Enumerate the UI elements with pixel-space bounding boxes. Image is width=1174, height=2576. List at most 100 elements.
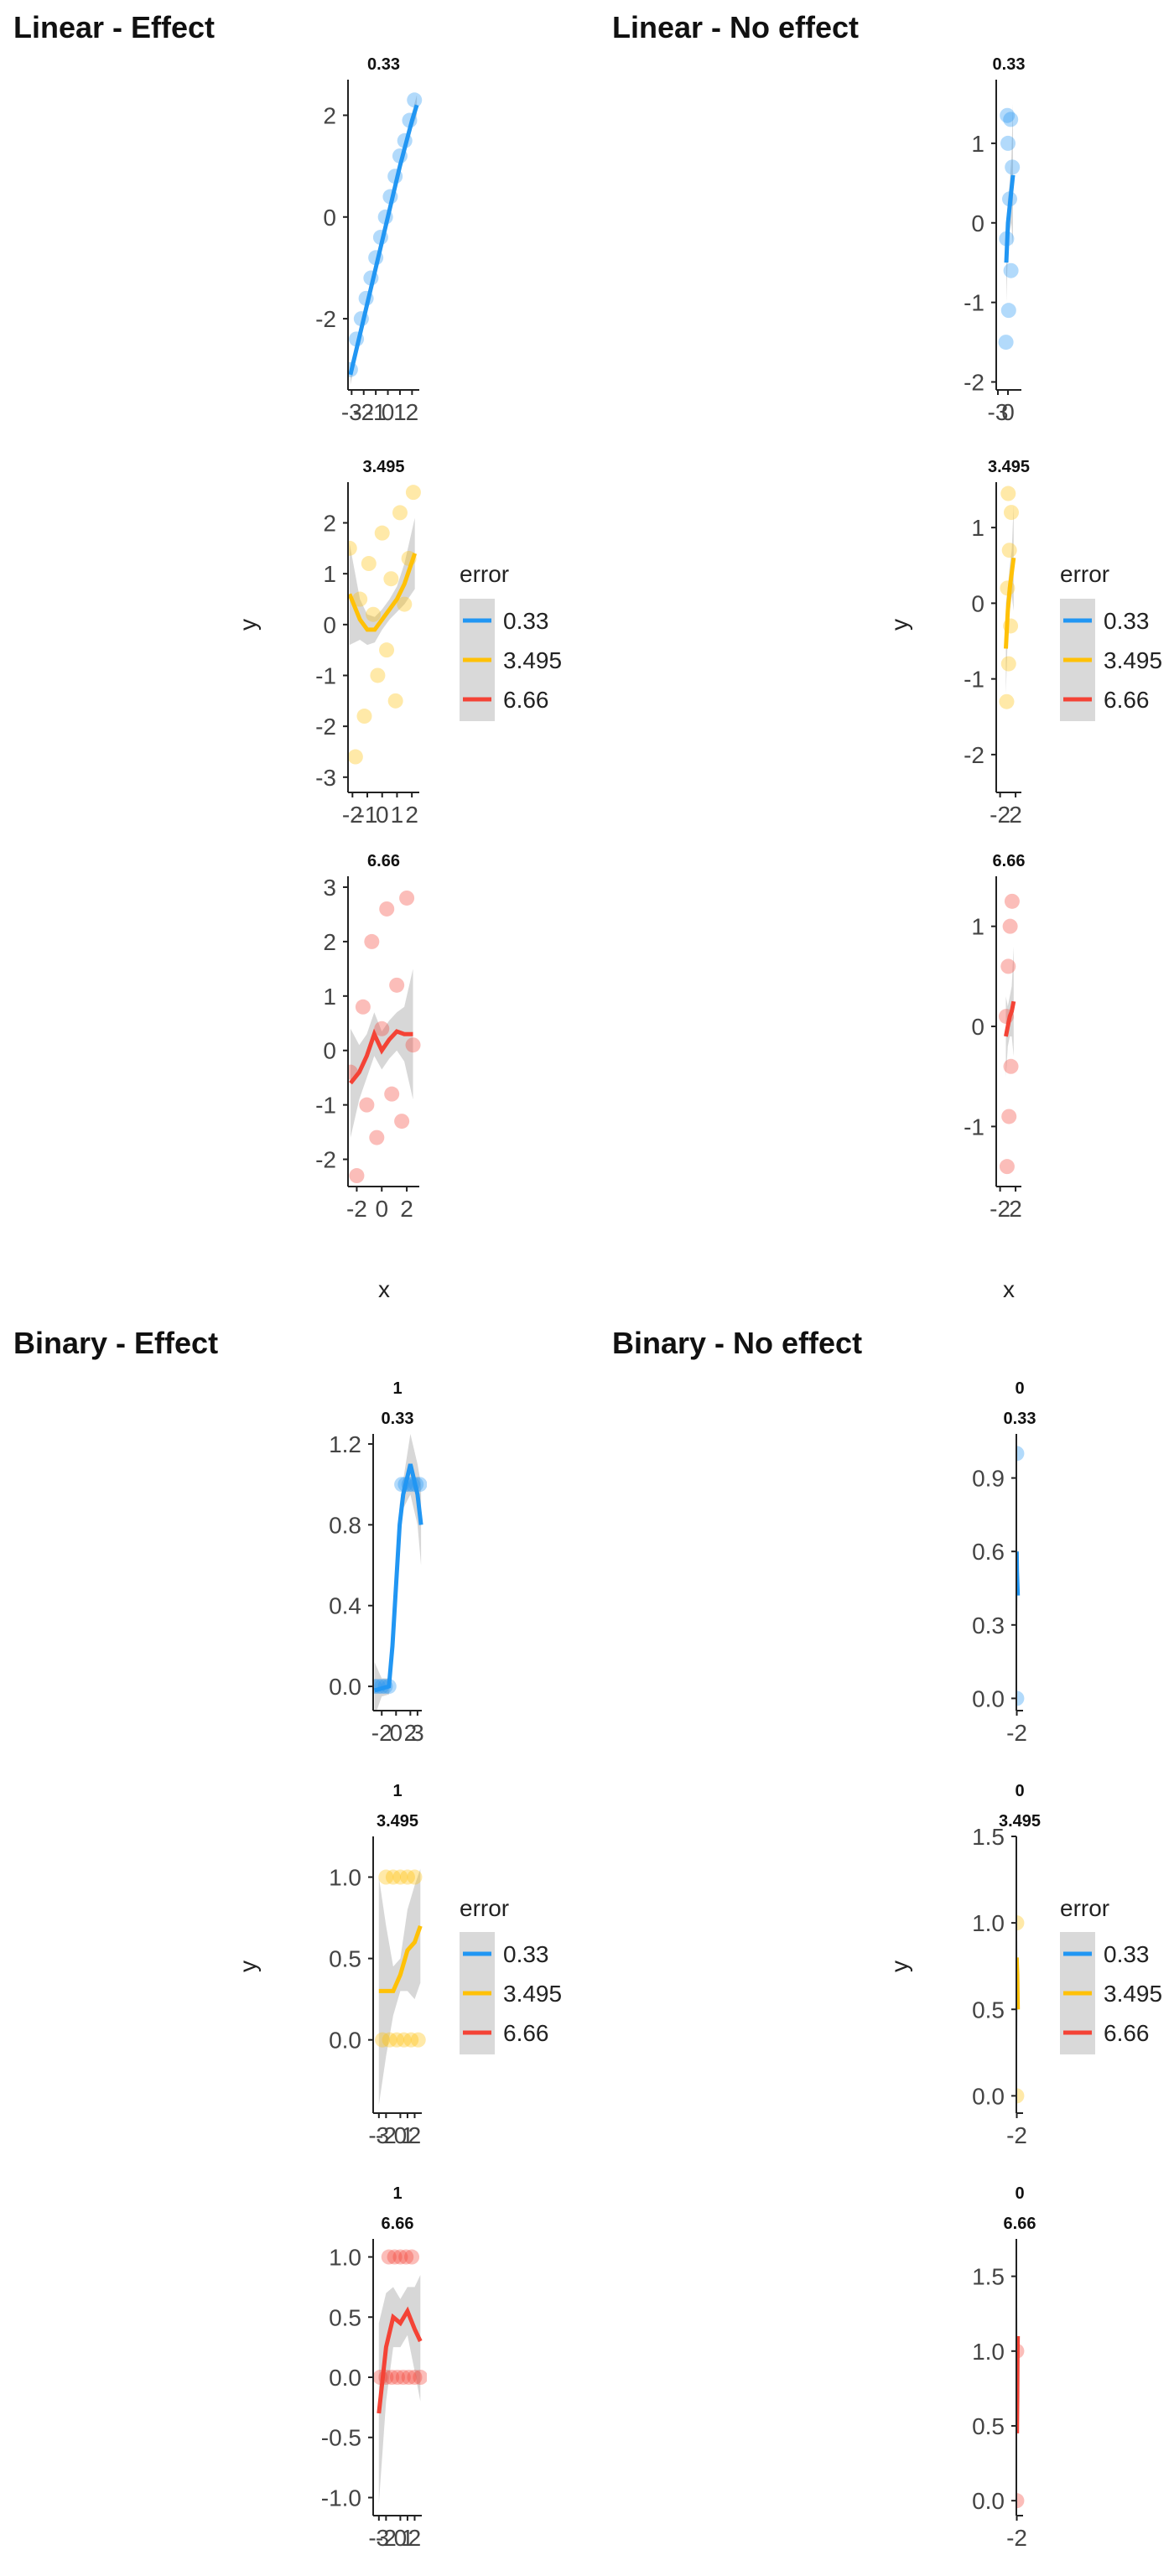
y-tick-label: -2 — [315, 1147, 336, 1173]
data-point — [999, 1159, 1015, 1175]
y-tick-label: -2 — [964, 370, 984, 396]
outer-strip-label: 0 — [1015, 2184, 1024, 2203]
facet-marks — [373, 2249, 427, 2504]
facet-strip-label: 6.66 — [382, 2215, 414, 2233]
data-point — [1001, 543, 1017, 558]
legend-label-0.33: 0.33 — [503, 608, 549, 634]
data-point — [1016, 1915, 1025, 1931]
y-tick-label: 0 — [971, 590, 984, 616]
y-tick-label: 0.0 — [329, 2365, 361, 2391]
data-point — [366, 606, 382, 622]
facet-strip-label: 0.33 — [367, 55, 400, 74]
x-tick-label: -2 — [342, 802, 363, 828]
y-tick-label: 2 — [323, 102, 336, 128]
data-point — [369, 1130, 385, 1145]
x-tick-label: -3 — [368, 2525, 389, 2551]
y-tick-label: 1.5 — [972, 2264, 1005, 2290]
panel-linear-no-effect: Linear - No effect y x 0.33-2-101-303.49… — [612, 10, 1162, 1302]
y-tick-label: -1 — [964, 290, 984, 316]
x-tick-label: 2 — [408, 2525, 422, 2551]
y-tick-label: 1 — [971, 131, 984, 157]
x-tick-label: -3 — [368, 2122, 389, 2148]
data-point — [1004, 505, 1019, 521]
y-tick-label: 1 — [323, 561, 336, 587]
data-point — [1005, 159, 1021, 175]
legend-label-0.33: 0.33 — [1104, 1941, 1150, 1967]
legend-title: error — [1060, 561, 1109, 587]
data-point — [1016, 1690, 1025, 1706]
y-tick-label: -1 — [315, 1093, 336, 1119]
y-tick-label: 2 — [323, 511, 336, 537]
x-tick-label: -3 — [341, 399, 362, 425]
x-tick-label: 1 — [391, 802, 404, 828]
panel-title: Linear - No effect — [612, 10, 859, 44]
data-point — [374, 525, 390, 541]
data-point — [379, 642, 395, 658]
y-tick-label: -0.5 — [321, 2425, 361, 2451]
y-tick-label: 0.0 — [329, 1674, 361, 1700]
facet-strip-label: 3.495 — [999, 1812, 1041, 1831]
x-tick-label: 0 — [394, 2525, 408, 2551]
data-point — [1004, 893, 1020, 909]
facet-strip-label: 0.33 — [1004, 1410, 1036, 1428]
x-tick-label: -2 — [990, 1196, 1010, 1222]
y-tick-label: 0 — [323, 1038, 336, 1064]
x-tick-label: -2 — [346, 1196, 367, 1222]
y-tick-label: -1 — [964, 667, 984, 693]
confidence-band — [378, 2275, 421, 2504]
facet-marks — [375, 1868, 426, 2106]
y-tick-label: 0 — [971, 1014, 984, 1040]
data-point — [396, 2032, 412, 2048]
panel-title: Linear - Effect — [13, 10, 215, 44]
data-point — [392, 2249, 408, 2265]
data-point — [1016, 2493, 1025, 2509]
y-tick-label: 0.4 — [329, 1593, 361, 1619]
legend-label-6.66: 6.66 — [1104, 2020, 1150, 2046]
facet-marks — [999, 893, 1020, 1175]
facets: 00.330.00.30.60.9-203.4950.00.51.01.5-20… — [972, 1379, 1041, 2551]
legend-label-0.33: 0.33 — [1104, 608, 1150, 634]
data-point — [383, 571, 399, 587]
data-point — [399, 890, 415, 906]
x-tick-label: -1 — [366, 399, 387, 425]
y-tick-label: -2 — [315, 714, 336, 740]
data-point — [407, 1869, 423, 1885]
legend-label-3.495: 3.495 — [503, 647, 562, 673]
data-point — [395, 2370, 411, 2385]
facet-marks — [373, 1434, 427, 1711]
facet-0.33: 1 0.33 0.0 0.4 0.8 1.2 -20 23 — [329, 1379, 427, 1746]
legend-title: error — [460, 1895, 509, 1921]
x-tick-label: 2 — [406, 399, 419, 425]
x-tick-label: -2 — [371, 1720, 392, 1746]
data-point — [1002, 918, 1018, 934]
facet-6.66: 6.66 -1 0 1 -22 — [964, 852, 1025, 1222]
data-point — [998, 335, 1014, 351]
data-point — [1000, 958, 1016, 974]
y-tick-label: 1 — [971, 914, 984, 940]
facet-strip-label: 6.66 — [1004, 2215, 1036, 2233]
y-tick-label: 1 — [971, 515, 984, 541]
data-point — [364, 933, 380, 949]
data-point — [999, 693, 1015, 709]
y-tick-label: 1.5 — [972, 1824, 1005, 1850]
y-tick-label: 0 — [323, 612, 336, 638]
data-point — [387, 693, 403, 709]
x-tick-label: -2 — [376, 2122, 397, 2148]
x-tick-label: -2 — [376, 2525, 397, 2551]
facet-strip-label: 3.495 — [377, 1812, 418, 1831]
data-point — [389, 977, 405, 993]
outer-strip-label: 0 — [1015, 1782, 1024, 1800]
fit-line — [377, 2306, 423, 2414]
data-point — [1016, 2088, 1025, 2104]
legend: error 0.33 3.495 6.66 — [1060, 561, 1162, 721]
data-point — [359, 1097, 375, 1113]
y-tick-label: 1.0 — [972, 1910, 1005, 1936]
x-tick-label: 1 — [401, 2525, 414, 2551]
data-point — [355, 999, 371, 1015]
panel-binary-effect: Binary - Effect y x 10.330.00.40.81.2-20… — [13, 1326, 562, 2551]
data-point — [349, 1168, 365, 1184]
y-tick-label: 0.8 — [329, 1512, 361, 1538]
x-tick-label: -2 — [990, 802, 1010, 828]
y-tick-label: -1.0 — [321, 2485, 361, 2511]
